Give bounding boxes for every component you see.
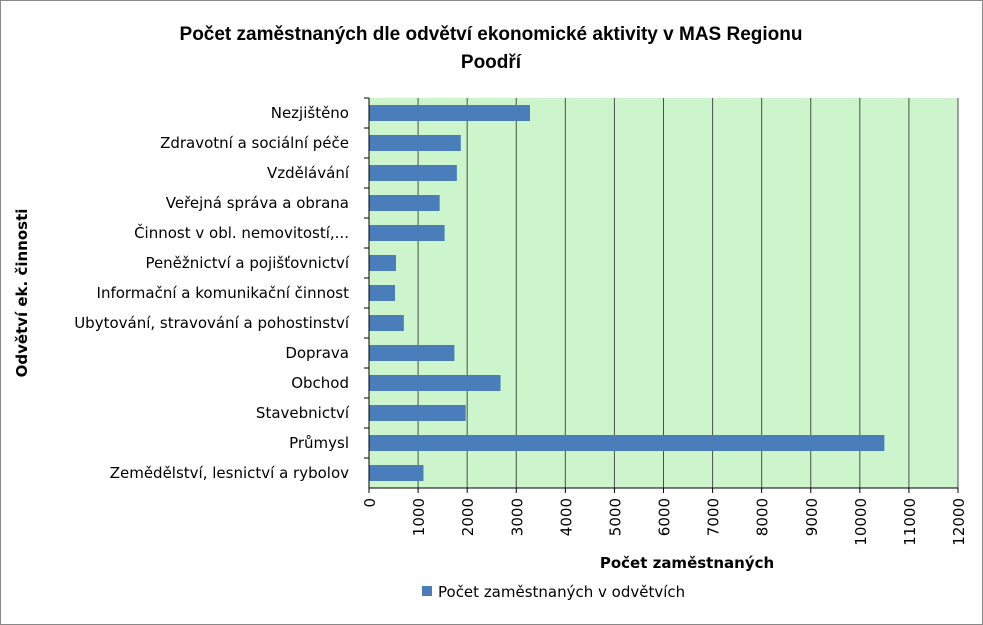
category-label: Stavebnictví bbox=[256, 404, 350, 422]
category-labels: Nezjištěno Zdravotní a sociální péče Vzděl… bbox=[74, 104, 350, 482]
category-label: Nezjištěno bbox=[271, 104, 349, 122]
bar bbox=[369, 405, 466, 421]
legend-label: Počet zaměstnaných v odvětvích bbox=[438, 583, 685, 601]
x-tick-label: 2000 bbox=[459, 498, 477, 536]
tick-labels: 0 1000 2000 3000 4000 5000 6000 7000 8000 9000 100… bbox=[361, 498, 968, 546]
x-tick-label: 6000 bbox=[656, 498, 674, 536]
x-tick-label: 10000 bbox=[852, 498, 870, 546]
category-label: Ubytování, stravování a pohostinství bbox=[74, 314, 350, 332]
category-label: Zdravotní a sociální péče bbox=[160, 134, 349, 152]
category-label: Činnost v obl. nemovitostí,... bbox=[134, 223, 349, 242]
axes bbox=[364, 97, 959, 493]
bars bbox=[369, 105, 885, 481]
gridlines bbox=[417, 98, 959, 488]
bar bbox=[369, 165, 457, 181]
x-tick-label: 8000 bbox=[754, 498, 772, 536]
category-label: Peněžnictví a pojišťovnictví bbox=[145, 254, 349, 272]
x-tick-label: 1000 bbox=[410, 498, 428, 536]
x-tick-label: 12000 bbox=[950, 498, 968, 546]
bar bbox=[369, 135, 461, 151]
x-tick-label: 3000 bbox=[508, 498, 526, 536]
bar bbox=[369, 285, 396, 301]
category-label: Doprava bbox=[285, 344, 349, 362]
x-tick-label: 4000 bbox=[557, 498, 575, 536]
x-tick-label: 0 bbox=[361, 498, 379, 508]
category-label: Průmysl bbox=[289, 434, 349, 452]
chart-title-line-2: Poodří bbox=[461, 52, 522, 73]
bar bbox=[369, 345, 455, 361]
chart-title-line-1: Počet zaměstnaných dle odvětví ekonomick… bbox=[180, 24, 803, 45]
category-label: Obchod bbox=[291, 374, 349, 392]
legend-swatch bbox=[422, 586, 432, 596]
bar bbox=[369, 465, 424, 481]
bar bbox=[369, 375, 501, 391]
category-label: Vzdělávání bbox=[267, 164, 350, 182]
category-label: Informační a komunikační činnost bbox=[97, 284, 350, 302]
x-tick-label: 5000 bbox=[606, 498, 624, 536]
bar bbox=[369, 225, 445, 241]
x-tick-label: 9000 bbox=[803, 498, 821, 536]
bar bbox=[369, 315, 404, 331]
category-label: Veřejná správa a obrana bbox=[166, 194, 349, 212]
bar bbox=[369, 105, 530, 121]
bar bbox=[369, 255, 396, 271]
y-axis-title: Odvětví ek. činnosti bbox=[13, 209, 31, 378]
x-axis-title: Počet zaměstnaných bbox=[600, 554, 774, 572]
category-label: Zemědělství, lesnictví a rybolov bbox=[110, 464, 349, 482]
bar bbox=[369, 195, 440, 211]
bar bbox=[369, 435, 885, 451]
x-tick-label: 7000 bbox=[705, 498, 723, 536]
x-tick-label: 11000 bbox=[901, 498, 919, 546]
